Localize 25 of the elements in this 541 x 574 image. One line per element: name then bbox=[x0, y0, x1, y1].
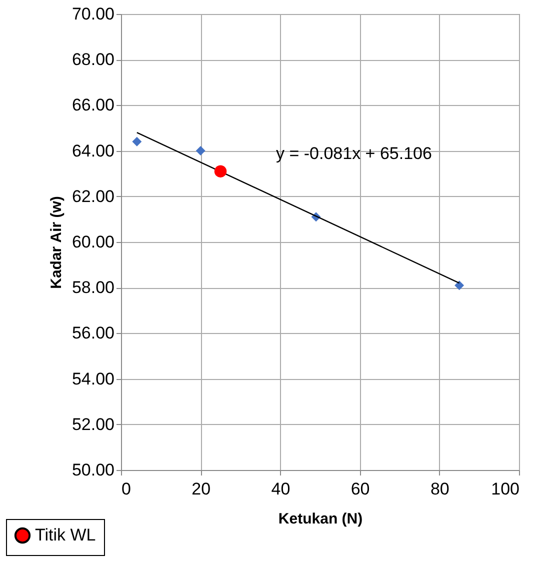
y-tick-label: 54.00 bbox=[72, 369, 114, 388]
point bbox=[214, 165, 227, 178]
x-tick-label: 40 bbox=[271, 480, 290, 498]
point bbox=[132, 136, 142, 146]
point bbox=[454, 280, 464, 290]
x-tick-label: 20 bbox=[192, 480, 211, 498]
y-tick-label: 58.00 bbox=[72, 278, 114, 298]
y-tick-label: 62.00 bbox=[72, 186, 114, 206]
legend-label: Titik WL bbox=[35, 526, 96, 544]
point bbox=[196, 146, 206, 156]
x-tick-label: 100 bbox=[491, 480, 520, 498]
y-tick-label: 60.00 bbox=[72, 232, 114, 252]
y-tick-label: 52.00 bbox=[72, 414, 114, 434]
x-axis-title: Ketukan (N) bbox=[278, 510, 363, 528]
y-axis-title: Kadar Air (w) bbox=[48, 196, 65, 289]
y-tick-label: 68.00 bbox=[72, 50, 114, 70]
annotation: y = -0.081x + 65.106 bbox=[276, 144, 432, 163]
y-tick-label: 70.00 bbox=[72, 4, 114, 24]
y-tick-label: 56.00 bbox=[72, 324, 114, 343]
x-tick-label: 80 bbox=[430, 480, 450, 498]
y-tick-label: 66.00 bbox=[72, 96, 114, 115]
y-tick-label: 64.00 bbox=[72, 141, 114, 160]
x-tick-label: 60 bbox=[350, 480, 370, 498]
x-tick-label: 0 bbox=[122, 480, 131, 498]
y-tick-label: 50.00 bbox=[72, 460, 114, 480]
